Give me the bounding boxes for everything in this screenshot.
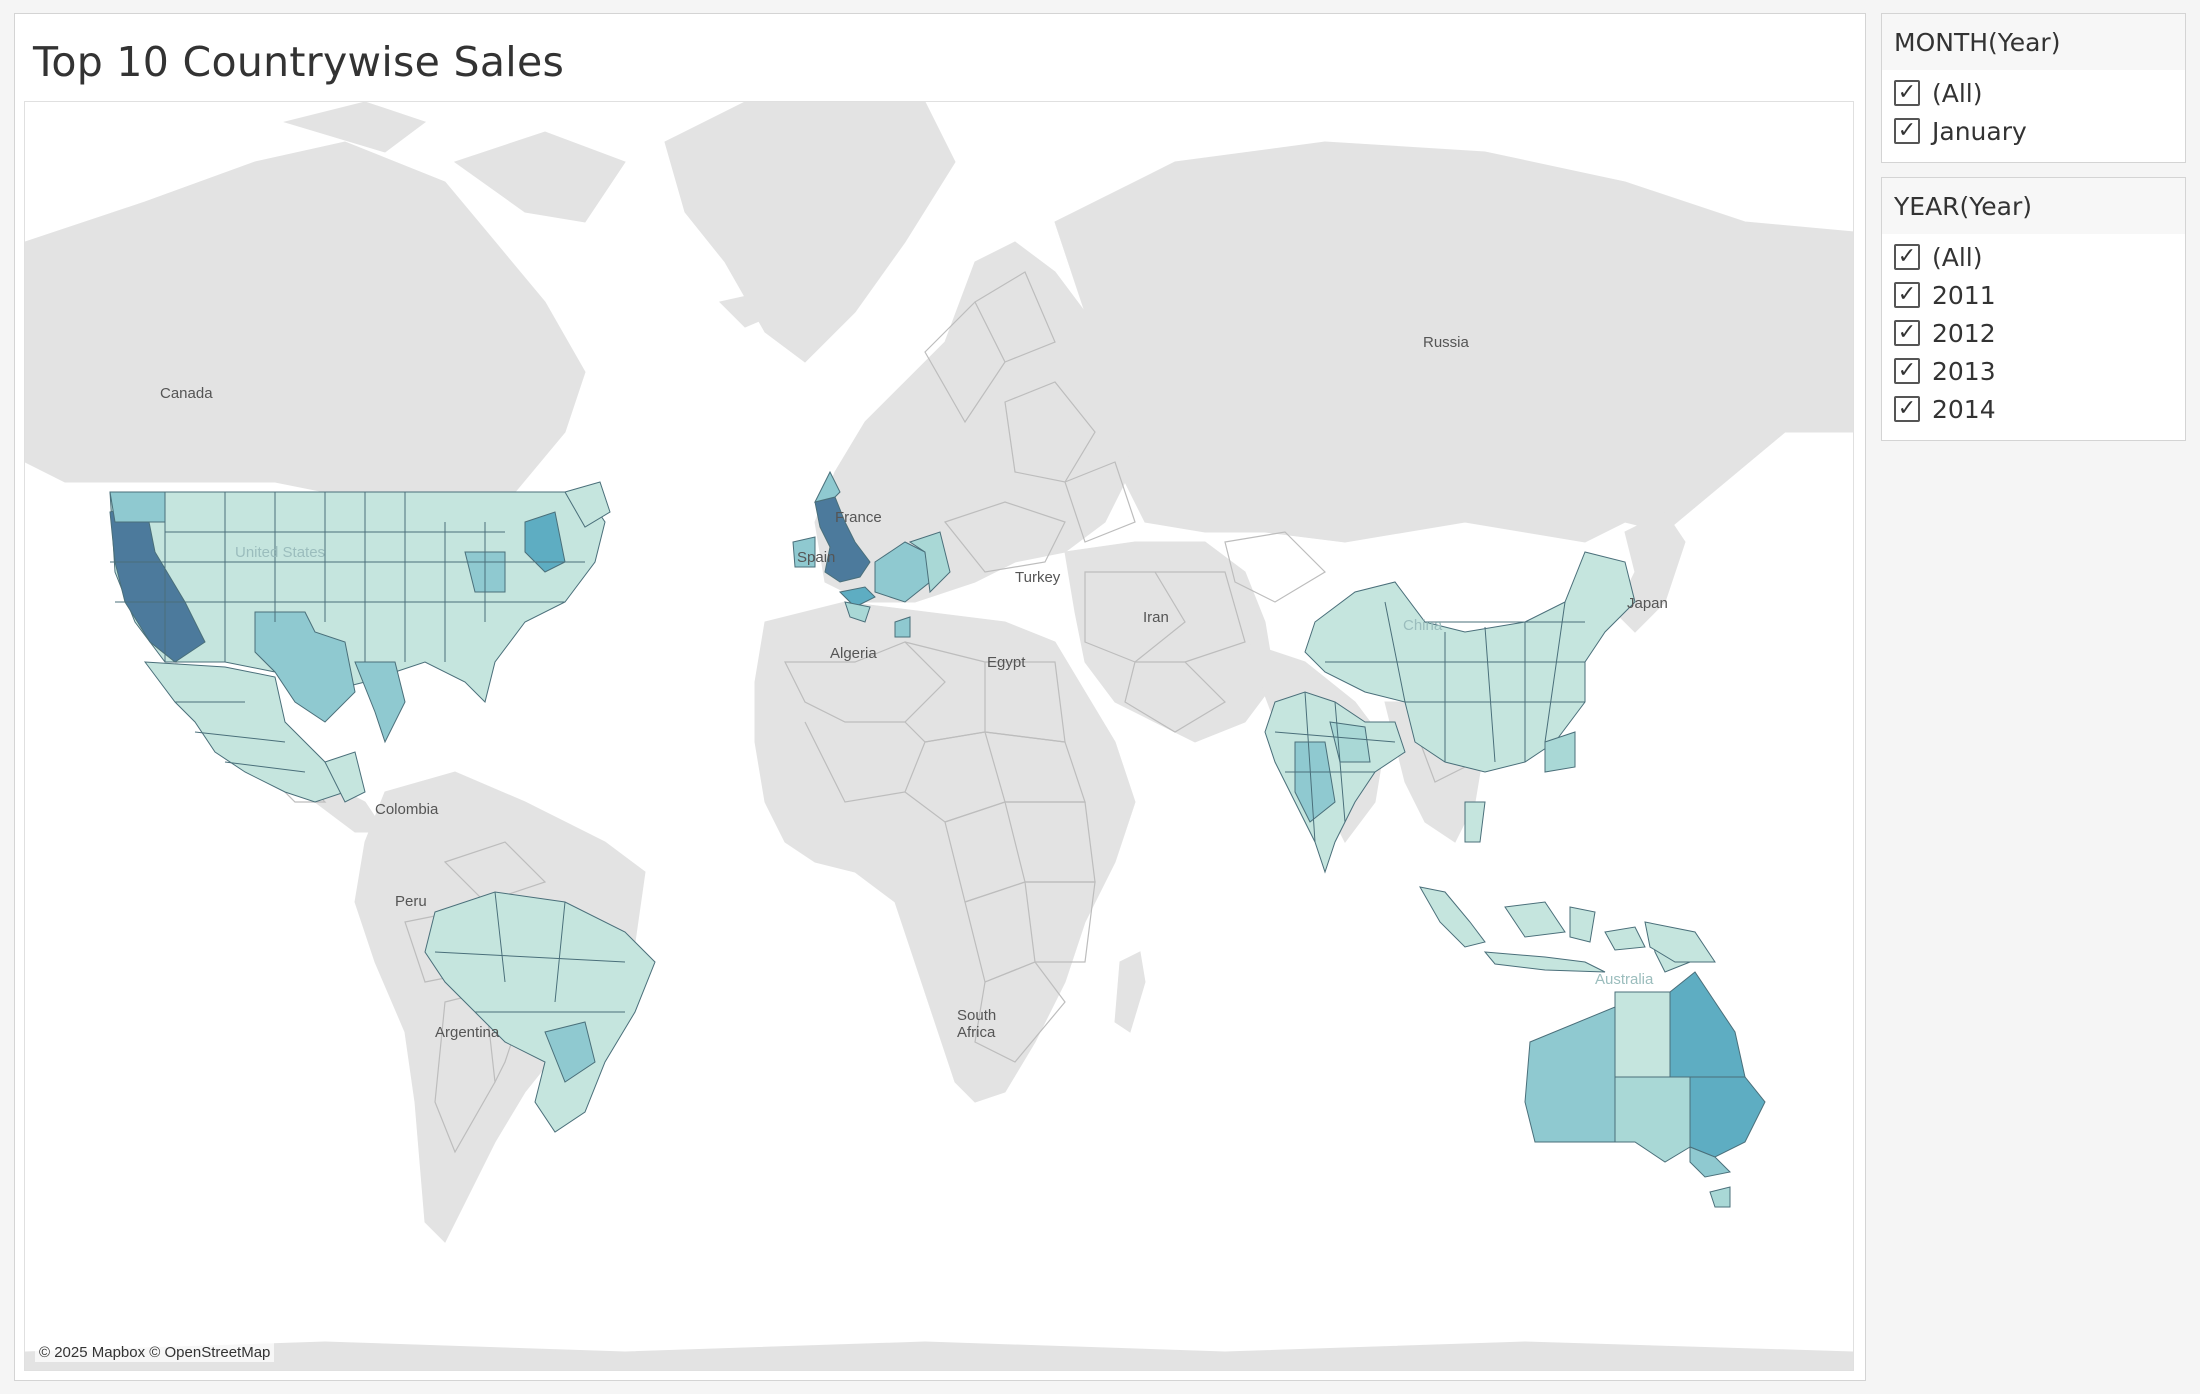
world-map[interactable]: Canada Russia France Spain Turkey Iran J… <box>24 101 1854 1371</box>
year-option-label: 2014 <box>1932 394 1996 424</box>
checkbox-checked-icon[interactable]: ✓ <box>1894 244 1920 270</box>
label-russia: Russia <box>1423 334 1470 351</box>
region-china[interactable] <box>1304 551 1636 773</box>
label-france: France <box>835 509 882 526</box>
region-united-states[interactable] <box>109 481 611 744</box>
year-option-2011[interactable]: ✓ 2011 <box>1882 276 2185 314</box>
month-option-label: (All) <box>1932 78 1983 108</box>
checkbox-checked-icon[interactable]: ✓ <box>1894 396 1920 422</box>
region-united-kingdom[interactable] <box>792 470 871 583</box>
label-turkey: Turkey <box>1015 569 1061 586</box>
label-spain: Spain <box>797 549 835 566</box>
year-option-2012[interactable]: ✓ 2012 <box>1882 314 2185 352</box>
label-australia: Australia <box>1595 971 1654 988</box>
checkbox-checked-icon[interactable]: ✓ <box>1894 358 1920 384</box>
label-south-africa-2: Africa <box>957 1024 996 1041</box>
checkbox-checked-icon[interactable]: ✓ <box>1894 80 1920 106</box>
dashboard-title: Top 10 Countrywise Sales <box>33 38 565 86</box>
region-western-europe[interactable] <box>838 531 951 638</box>
checkbox-checked-icon[interactable]: ✓ <box>1894 118 1920 144</box>
year-option-label: 2011 <box>1932 280 1996 310</box>
region-india[interactable] <box>1264 691 1406 874</box>
map-credit[interactable]: © 2025 Mapbox © OpenStreetMap <box>35 1343 275 1362</box>
label-colombia: Colombia <box>375 801 439 818</box>
year-option-label: 2012 <box>1932 318 1996 348</box>
year-option-label: (All) <box>1932 242 1983 272</box>
checkbox-checked-icon[interactable]: ✓ <box>1894 282 1920 308</box>
label-japan: Japan <box>1627 595 1668 612</box>
month-option-label: January <box>1932 116 2027 146</box>
month-filter-card: MONTH(Year) ✓ (All) ✓ January <box>1881 13 2186 163</box>
label-china: China <box>1403 617 1443 634</box>
label-peru: Peru <box>395 893 427 910</box>
region-brazil[interactable] <box>424 891 656 1133</box>
region-mexico[interactable] <box>143 661 366 803</box>
region-australia[interactable] <box>1524 971 1766 1208</box>
label-united-states: United States <box>235 544 325 561</box>
year-option-all[interactable]: ✓ (All) <box>1882 238 2185 276</box>
label-iran: Iran <box>1143 609 1169 626</box>
label-egypt: Egypt <box>987 654 1026 671</box>
year-option-label: 2013 <box>1932 356 1996 386</box>
year-option-2013[interactable]: ✓ 2013 <box>1882 352 2185 390</box>
map-canvas[interactable]: Canada Russia France Spain Turkey Iran J… <box>25 102 1854 1371</box>
dashboard: Top 10 Countrywise Sales <box>14 13 1866 1381</box>
month-option-january[interactable]: ✓ January <box>1882 112 2185 150</box>
month-option-all[interactable]: ✓ (All) <box>1882 74 2185 112</box>
label-canada: Canada <box>160 385 213 402</box>
month-filter-header: MONTH(Year) <box>1882 14 2185 70</box>
map-labels: Canada Russia France Spain Turkey Iran J… <box>160 334 1668 1041</box>
year-option-2014[interactable]: ✓ 2014 <box>1882 390 2185 428</box>
year-filter-card: YEAR(Year) ✓ (All) ✓ 2011 ✓ 2012 ✓ 2013 … <box>1881 177 2186 441</box>
label-south-africa-1: South <box>957 1007 996 1024</box>
year-filter-header: YEAR(Year) <box>1882 178 2185 234</box>
region-papua-new-guinea[interactable] <box>1644 921 1716 963</box>
label-algeria: Algeria <box>830 645 877 662</box>
checkbox-checked-icon[interactable]: ✓ <box>1894 320 1920 346</box>
sales-regions[interactable] <box>109 470 1766 1208</box>
label-argentina: Argentina <box>435 1024 500 1041</box>
